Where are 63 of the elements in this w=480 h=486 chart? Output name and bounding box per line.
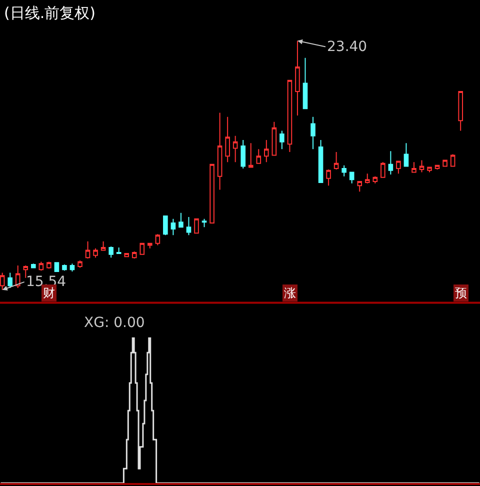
candlestick bbox=[54, 262, 60, 272]
candlestick bbox=[349, 172, 354, 184]
candlestick bbox=[357, 181, 362, 192]
candlestick bbox=[225, 116, 230, 163]
candlestick bbox=[264, 139, 269, 163]
chart-title: XG: 0.00 bbox=[84, 315, 145, 331]
candlestick bbox=[458, 90, 463, 132]
candlestick bbox=[364, 173, 370, 184]
candlestick bbox=[442, 160, 448, 167]
candlestick bbox=[186, 216, 192, 236]
candlestick bbox=[334, 152, 339, 170]
candlestick bbox=[326, 168, 331, 186]
candlestick bbox=[295, 40, 300, 116]
chart-title: (日线.前复权) bbox=[4, 4, 96, 22]
candlestick bbox=[404, 142, 409, 167]
candlestick bbox=[31, 263, 36, 268]
candlestick bbox=[62, 264, 67, 272]
candlestick bbox=[178, 212, 184, 228]
candlestick bbox=[287, 80, 292, 153]
candlestick bbox=[280, 130, 284, 150]
candlestick bbox=[15, 265, 20, 289]
candlestick bbox=[342, 164, 346, 177]
candlestick bbox=[38, 261, 44, 272]
candlestick bbox=[202, 218, 207, 228]
annotation: 预 bbox=[455, 286, 467, 300]
candlestick bbox=[450, 154, 456, 167]
candlestick bbox=[427, 166, 432, 173]
candlestick bbox=[93, 248, 98, 258]
annotation: 涨 bbox=[284, 286, 296, 300]
candlestick bbox=[210, 164, 214, 224]
candlestick bbox=[310, 116, 316, 150]
candlestick bbox=[78, 260, 82, 268]
candlestick bbox=[170, 218, 176, 236]
candlestick bbox=[70, 263, 75, 272]
candlestick bbox=[248, 142, 254, 168]
candlestick bbox=[302, 57, 308, 110]
candlestick bbox=[148, 242, 152, 249]
candlestick bbox=[217, 112, 222, 190]
candlestick bbox=[412, 162, 416, 173]
candlestick bbox=[240, 139, 246, 169]
candlestick bbox=[419, 160, 424, 173]
candlestick bbox=[85, 240, 90, 260]
candlestick bbox=[272, 121, 277, 156]
candlestick bbox=[318, 139, 324, 183]
candlestick bbox=[155, 234, 160, 246]
candlestick bbox=[23, 265, 28, 278]
candlestick bbox=[108, 246, 114, 258]
candlestick bbox=[388, 150, 394, 176]
candlestick bbox=[140, 242, 145, 255]
annotation: 23.40 bbox=[327, 39, 368, 55]
candlestick bbox=[380, 162, 386, 178]
candlestick bbox=[132, 251, 137, 260]
candlestick bbox=[232, 135, 238, 163]
candlestick bbox=[372, 176, 378, 184]
candlestick bbox=[194, 218, 199, 234]
candlestick bbox=[46, 261, 52, 270]
candlestick bbox=[124, 252, 129, 258]
candlestick bbox=[116, 246, 122, 254]
candlestick bbox=[396, 160, 401, 174]
candlestick bbox=[100, 240, 106, 251]
candlestick bbox=[8, 272, 12, 289]
candlestick bbox=[256, 148, 262, 164]
candlestick bbox=[163, 216, 168, 236]
